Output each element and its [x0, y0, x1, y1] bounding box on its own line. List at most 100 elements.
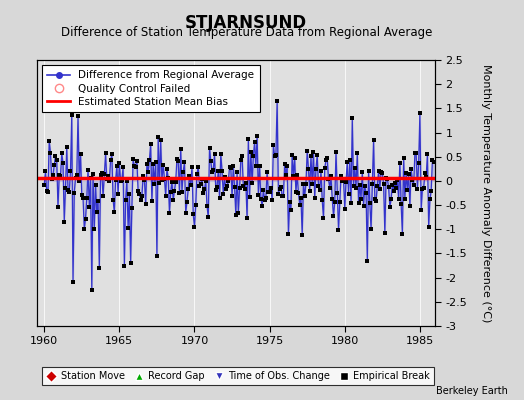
Point: [218, 167, 226, 174]
Point: [376, 186, 384, 192]
Point: [324, 176, 333, 182]
Point: [347, 200, 355, 206]
Point: [396, 160, 404, 166]
Point: [143, 161, 151, 168]
Point: [113, 162, 121, 169]
Point: [65, 189, 73, 195]
Point: [242, 180, 250, 186]
Point: [338, 178, 346, 184]
Point: [89, 171, 97, 177]
Point: [195, 183, 204, 190]
Point: [110, 209, 118, 216]
Point: [259, 187, 268, 194]
Point: [171, 178, 180, 185]
Point: [144, 169, 152, 175]
Point: [148, 198, 156, 204]
Point: [185, 173, 194, 180]
Point: [133, 157, 141, 164]
Point: [214, 168, 223, 174]
Point: [354, 200, 363, 206]
Point: [244, 136, 253, 142]
Point: [308, 180, 316, 187]
Point: [114, 191, 122, 198]
Point: [353, 149, 362, 156]
Point: [422, 174, 430, 180]
Point: [261, 195, 270, 201]
Point: [67, 168, 75, 174]
Point: [356, 182, 364, 188]
Point: [341, 206, 349, 212]
Point: [159, 162, 167, 168]
Point: [40, 182, 48, 188]
Point: [204, 214, 212, 221]
Point: [343, 159, 352, 165]
Point: [85, 204, 93, 210]
Point: [309, 149, 318, 155]
Point: [229, 163, 237, 170]
Point: [149, 160, 157, 167]
Point: [226, 165, 235, 171]
Point: [297, 194, 305, 201]
Point: [206, 158, 215, 164]
Point: [135, 190, 144, 197]
Point: [104, 173, 112, 179]
Point: [109, 196, 117, 203]
Point: [216, 151, 225, 157]
Point: [257, 195, 265, 202]
Point: [200, 186, 209, 192]
Point: [48, 176, 56, 182]
Point: [93, 209, 101, 216]
Point: [366, 200, 374, 206]
Point: [286, 198, 294, 205]
Point: [427, 188, 435, 194]
Point: [294, 190, 302, 196]
Text: Difference of Station Temperature Data from Regional Average: Difference of Station Temperature Data f…: [61, 26, 432, 39]
Point: [203, 202, 211, 209]
Point: [84, 166, 92, 173]
Point: [401, 195, 409, 202]
Point: [350, 182, 358, 189]
Point: [180, 159, 189, 165]
Point: [83, 195, 91, 202]
Point: [115, 160, 124, 166]
Point: [119, 164, 127, 170]
Point: [129, 156, 137, 162]
Point: [107, 151, 116, 157]
Point: [369, 137, 378, 143]
Point: [132, 164, 140, 170]
Point: [276, 186, 284, 192]
Point: [314, 183, 323, 189]
Point: [62, 144, 71, 150]
Point: [215, 194, 224, 201]
Point: [160, 175, 169, 182]
Point: [424, 224, 433, 230]
Point: [222, 186, 230, 192]
Point: [359, 202, 368, 209]
Point: [105, 178, 114, 184]
Point: [247, 148, 255, 155]
Point: [293, 172, 301, 178]
Point: [245, 194, 254, 200]
Point: [181, 210, 190, 216]
Legend: Difference from Regional Average, Quality Control Failed, Estimated Station Mean: Difference from Regional Average, Qualit…: [42, 65, 259, 112]
Point: [139, 173, 147, 180]
Point: [383, 176, 391, 182]
Point: [307, 152, 315, 159]
Point: [319, 215, 328, 221]
Point: [228, 193, 236, 200]
Point: [403, 186, 411, 193]
Point: [317, 168, 325, 174]
Point: [198, 176, 206, 182]
Point: [321, 165, 329, 172]
Point: [269, 142, 278, 148]
Point: [60, 218, 69, 225]
Point: [183, 198, 191, 205]
Text: Berkeley Earth: Berkeley Earth: [436, 386, 508, 396]
Point: [145, 157, 154, 164]
Point: [95, 265, 103, 271]
Point: [213, 184, 221, 190]
Point: [194, 164, 202, 170]
Point: [100, 171, 108, 177]
Point: [263, 169, 271, 175]
Point: [59, 160, 67, 166]
